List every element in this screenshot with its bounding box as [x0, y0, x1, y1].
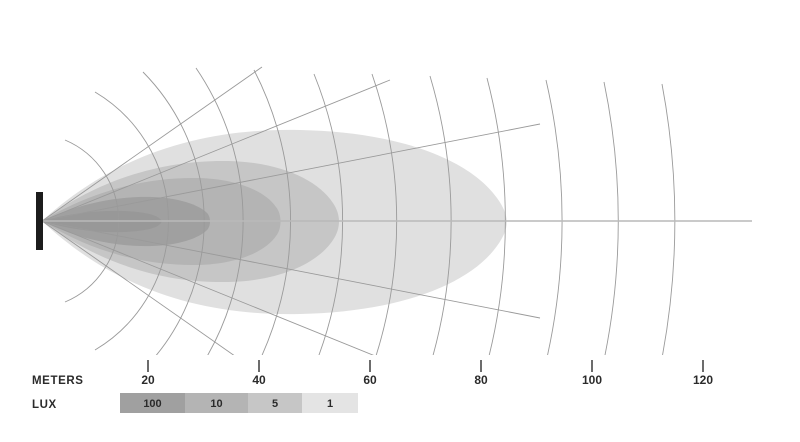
- meters-tick-80: 80: [474, 360, 488, 387]
- lux-legend-swatch-label-1: 1: [327, 398, 333, 410]
- lux-legend-swatch-5[interactable]: 5: [248, 393, 302, 413]
- beam-bands: [42, 129, 507, 315]
- grid-ray-down-35: [41, 220, 235, 355]
- grid-ray-up-11: [41, 123, 541, 222]
- lux-legend-swatch-10[interactable]: 10: [185, 393, 248, 413]
- meters-tick-100: 100: [582, 360, 602, 387]
- meters-tick-label-20: 20: [141, 373, 155, 387]
- meters-tick-label-40: 40: [252, 373, 266, 387]
- meters-axis-label: METERS: [32, 375, 84, 387]
- meters-tick-120: 120: [693, 360, 713, 387]
- grid-ray-down-11: [41, 220, 541, 319]
- lux-legend-swatch-label-10: 10: [210, 398, 222, 410]
- grid-ray-up-22: [41, 79, 391, 222]
- meters-tick-20: 20: [141, 360, 155, 387]
- grid-ray-up-35: [41, 66, 263, 222]
- meters-axis: METERS 20 40 60 80 100 120: [32, 360, 713, 387]
- lux-legend-swatch-100[interactable]: 100: [120, 393, 185, 413]
- meters-tick-label-60: 60: [363, 373, 377, 387]
- grid-ray-down-22: [41, 220, 374, 355]
- grid-rays: [41, 66, 541, 355]
- meters-tick-40: 40: [252, 360, 266, 387]
- meters-tick-label-80: 80: [474, 373, 488, 387]
- lux-legend-swatch-label-100: 100: [143, 398, 161, 410]
- meters-tick-label-100: 100: [582, 373, 602, 387]
- light-source-emitter: [36, 192, 43, 250]
- meters-tick-60: 60: [363, 360, 377, 387]
- lux-legend: LUX 100 10 5 1: [32, 393, 358, 413]
- meters-tick-label-120: 120: [693, 373, 713, 387]
- lux-legend-label: LUX: [32, 399, 57, 411]
- lux-legend-swatch-label-5: 5: [272, 398, 278, 410]
- lux-legend-swatch-1[interactable]: 1: [302, 393, 358, 413]
